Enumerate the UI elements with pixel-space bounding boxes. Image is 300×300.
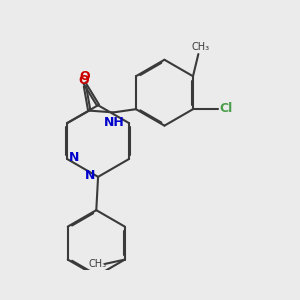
- Text: N: N: [85, 169, 95, 182]
- Text: NH: NH: [104, 116, 125, 129]
- Text: O: O: [78, 74, 89, 87]
- Text: N: N: [69, 151, 80, 164]
- Text: CH₃: CH₃: [191, 42, 209, 52]
- Text: Cl: Cl: [220, 102, 233, 115]
- Text: CH₃: CH₃: [89, 259, 107, 269]
- Text: O: O: [79, 70, 90, 83]
